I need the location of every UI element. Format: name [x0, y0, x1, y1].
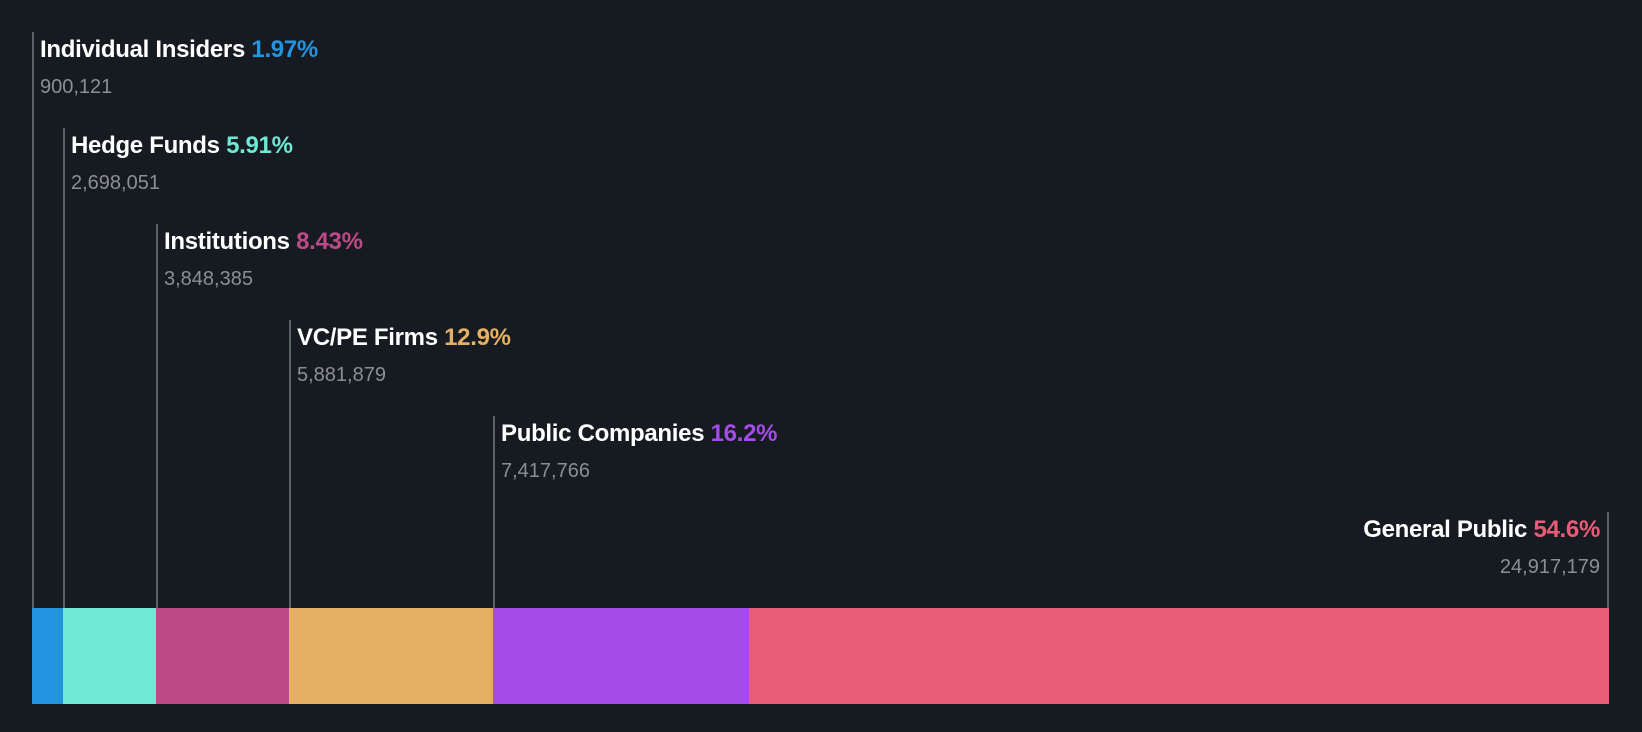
label-public-companies: Public Companies 16.2% 7,417,766 [501, 419, 777, 485]
label-general-public: General Public 54.6% 24,917,179 [1363, 515, 1600, 581]
segment-percent: 16.2% [710, 420, 778, 447]
segment-shares: 2,698,051 [71, 172, 160, 194]
segment-name: Hedge Funds [71, 132, 220, 159]
bar-segment-general-public[interactable] [749, 608, 1609, 704]
segment-shares: 24,917,179 [1499, 556, 1600, 578]
label-individual-insiders: Individual Insiders 1.97% 900,121 [40, 35, 318, 101]
segment-shares: 3,848,385 [164, 268, 253, 290]
segment-name: Institutions [164, 228, 290, 255]
segment-percent: 1.97% [251, 36, 318, 63]
segment-name: Individual Insiders [40, 36, 246, 63]
leader-line-public-companies [493, 416, 495, 608]
segment-percent: 5.91% [226, 132, 293, 159]
label-institutions: Institutions 8.43% 3,848,385 [164, 227, 363, 293]
segment-shares: 7,417,766 [501, 460, 590, 482]
leader-line-hedge-funds [63, 128, 65, 608]
segment-percent: 54.6% [1533, 516, 1600, 543]
segment-shares: 900,121 [40, 76, 113, 98]
segment-percent: 12.9% [444, 324, 511, 351]
bar-segment-individual-insiders[interactable] [32, 608, 63, 704]
label-vcpe-firms: VC/PE Firms 12.9% 5,881,879 [297, 323, 511, 389]
bar-segment-public-companies[interactable] [493, 608, 749, 704]
leader-line-institutions [156, 224, 158, 608]
segment-name: General Public [1363, 516, 1528, 543]
label-hedge-funds: Hedge Funds 5.91% 2,698,051 [71, 131, 293, 197]
bar-segment-hedge-funds[interactable] [63, 608, 156, 704]
bar-segment-vcpe-firms[interactable] [289, 608, 493, 704]
bar-segment-institutions[interactable] [156, 608, 289, 704]
leader-line-individual-insiders [32, 32, 34, 608]
segment-name: Public Companies [501, 420, 705, 447]
leader-line-general-public [1607, 512, 1609, 608]
segment-shares: 5,881,879 [297, 364, 386, 386]
segment-name: VC/PE Firms [297, 324, 438, 351]
segment-percent: 8.43% [296, 228, 363, 255]
leader-line-vcpe-firms [289, 320, 291, 608]
